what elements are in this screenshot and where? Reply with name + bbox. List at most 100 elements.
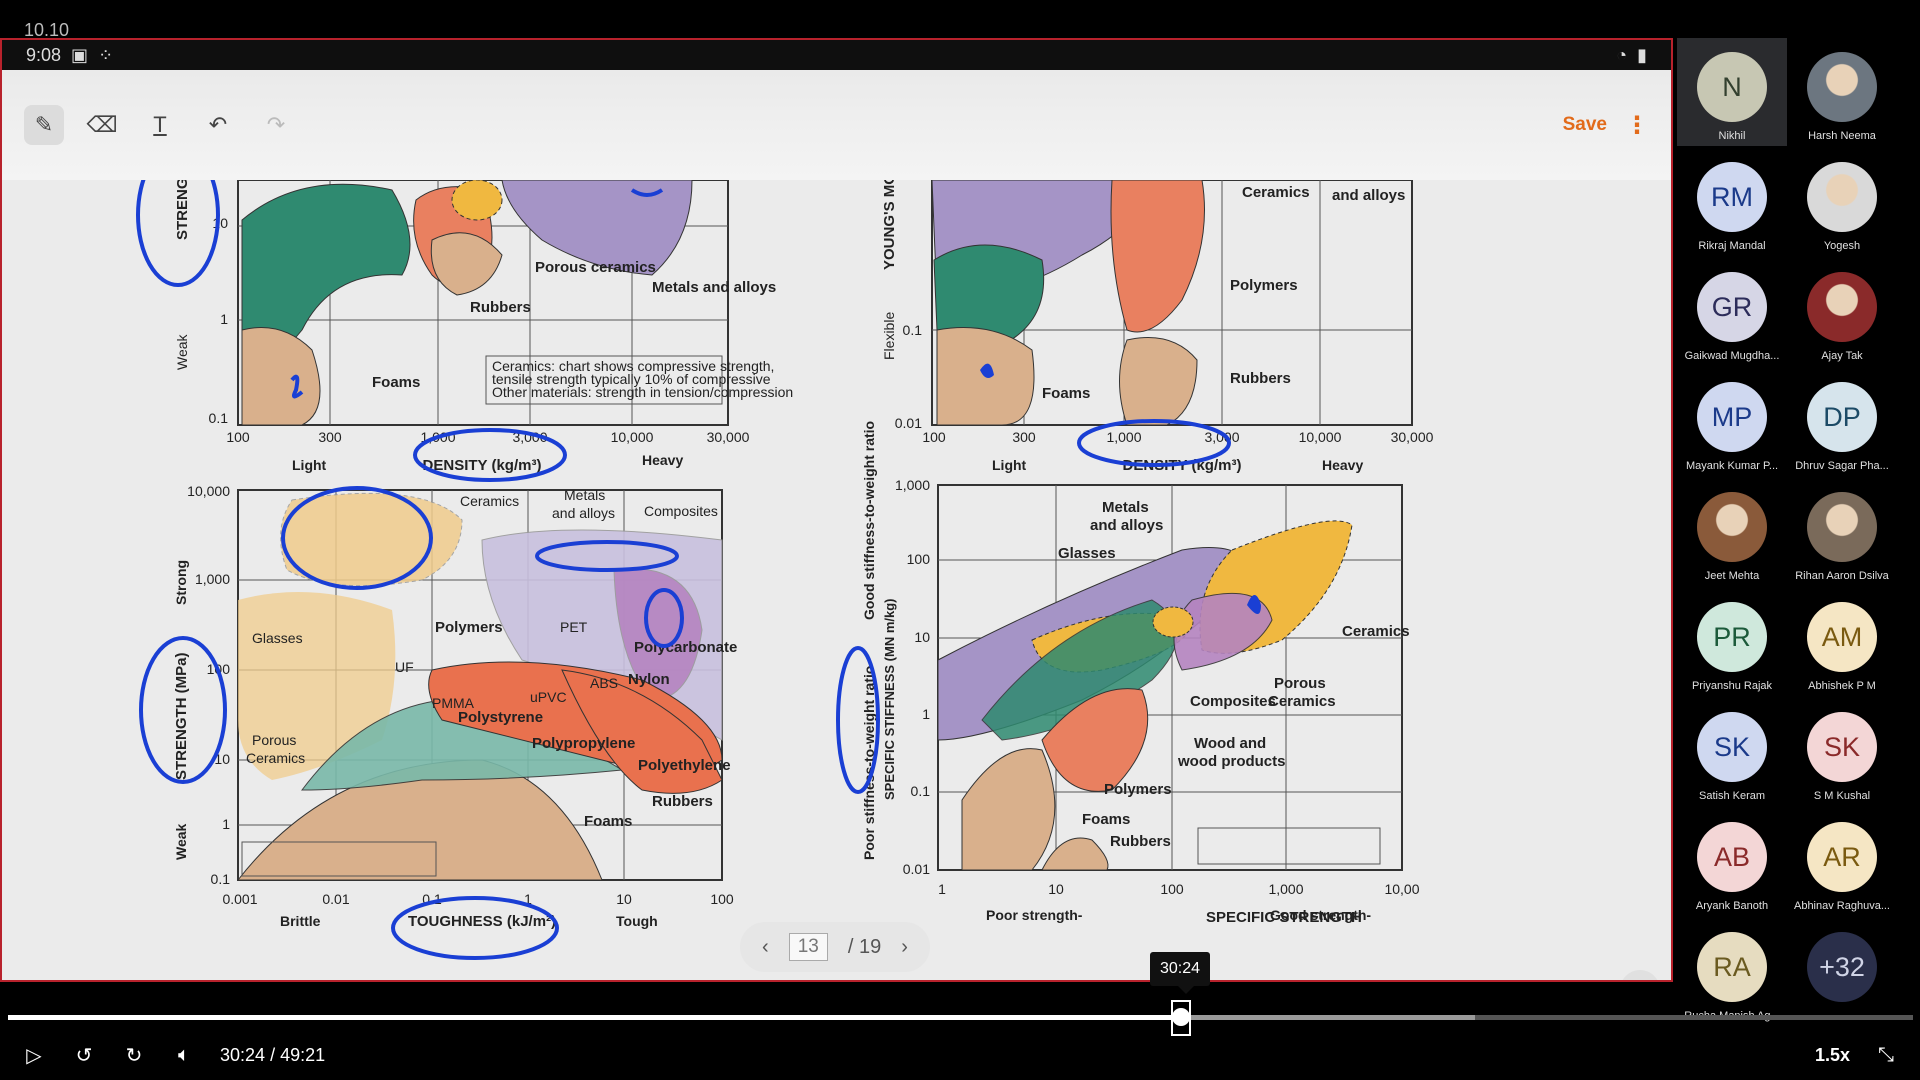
avatar: RM	[1697, 162, 1767, 232]
bl-porous: Porous	[252, 732, 296, 748]
eraser-icon[interactable]: ⌫	[86, 112, 118, 137]
bl-weak: Weak	[173, 823, 189, 860]
next-page-icon[interactable]: ›	[901, 935, 908, 958]
annotation-toolbar: ✎ ⌫ T ↶ ↷ Save ⋮	[2, 70, 1671, 180]
avatar: MP	[1697, 382, 1767, 452]
tr-mat-foams: Foams	[1042, 385, 1090, 402]
participant-tile[interactable]: GR Gaikwad Mugdha...	[1677, 258, 1787, 366]
bl-xtick-5: 100	[710, 891, 734, 907]
participant-tile[interactable]: RM Rikraj Mandal	[1677, 148, 1787, 256]
bl-polymers: Polymers	[435, 619, 503, 636]
participant-tile[interactable]: Ajay Tak	[1787, 258, 1897, 366]
tl-ytick-0: 10	[212, 215, 228, 231]
tl-weak: Weak	[174, 333, 190, 370]
bl-porous-ceramics: Ceramics	[246, 750, 305, 766]
exit-fullscreen-icon[interactable]: ⤡	[1878, 1043, 1894, 1066]
br-ceramics: Ceramics	[1342, 623, 1410, 640]
br-ytick-0: 1,000	[895, 477, 930, 493]
br-metals: Metals	[1102, 499, 1149, 516]
chart-top-right: Ceramics and alloys Polymers Rubbers Foa…	[630, 173, 1434, 474]
bl-composites: Composites	[644, 503, 718, 519]
edit-document-icon[interactable]: ✎	[1620, 970, 1660, 980]
undo-icon[interactable]: ↶	[208, 112, 228, 137]
tr-xtick-0: 100	[922, 429, 946, 445]
tr-ytick-0: 0.1	[903, 322, 923, 338]
redo-icon[interactable]: ↷	[266, 112, 286, 137]
prev-page-icon[interactable]: ‹	[762, 935, 769, 958]
bl-ylabel: STRENGTH (MPa)	[173, 652, 190, 780]
page-number-input[interactable]: 13	[788, 933, 828, 961]
tr-xtick-1: 300	[1012, 429, 1036, 445]
participant-name: Gaikwad Mugdha...	[1684, 350, 1780, 362]
participant-tile[interactable]: PR Priyanshu Rajak	[1677, 588, 1787, 696]
tl-xlabel: DENSITY (kg/m³)	[423, 457, 542, 474]
bl-ytick-5: 0.1	[211, 871, 231, 887]
bl-upvc: uPVC	[530, 689, 567, 705]
bl-pet: PET	[560, 619, 588, 635]
avatar: +32	[1807, 932, 1877, 1002]
participant-name: Nikhil	[1718, 130, 1746, 142]
play-icon[interactable]: ▷	[26, 1044, 42, 1067]
participant-tile[interactable]: +32	[1787, 918, 1897, 1026]
tr-xtick-4: 10,000	[1299, 429, 1342, 445]
participant-tile[interactable]: N Nikhil	[1677, 38, 1787, 146]
mat-foams: Foams	[372, 374, 420, 391]
participant-tile[interactable]: SK Satish Keram	[1677, 698, 1787, 806]
avatar: GR	[1697, 272, 1767, 342]
participant-tile[interactable]: AM Abhishek P M	[1787, 588, 1897, 696]
tr-xtick-5: 30,000	[1391, 429, 1434, 445]
participant-tile[interactable]: SK S M Kushal	[1787, 698, 1897, 806]
br-ylabel: SPECIFIC STIFFNESS (MN m/kg)	[882, 598, 897, 800]
player-controls: ▷ ↺ ↻ 🔈︎ 30:24 / 49:21 1.5x ⤡	[0, 1030, 1920, 1080]
participant-tile[interactable]: AB Aryank Banoth	[1677, 808, 1787, 916]
mat-metals-alloys: Metals and alloys	[652, 279, 776, 296]
duration: 49:21	[280, 1044, 326, 1065]
tr-mat-ceramics: Ceramics	[1242, 184, 1310, 201]
participant-tile[interactable]: RARucha Manish Ag...	[1677, 918, 1787, 1026]
participant-name: Jeet Mehta	[1704, 570, 1760, 582]
bl-abs: ABS	[590, 675, 618, 691]
tr-ylabel: YOUNG'S MO	[881, 180, 898, 270]
avatar	[1807, 162, 1877, 232]
bl-ytick-3: 10	[214, 751, 230, 767]
chart-bottom-left: Ceramics Metals and alloys Composites Gl…	[139, 483, 737, 960]
mute-icon[interactable]: 🔈︎	[178, 1043, 190, 1066]
avatar	[1807, 272, 1877, 342]
br-xtick-3: 1,000	[1268, 881, 1303, 897]
text-icon[interactable]: T	[153, 112, 167, 137]
br-good-strength: Good strength-	[1270, 907, 1371, 923]
tl-ylabel: STRENG	[174, 180, 191, 240]
more-options-icon[interactable]: ⋮	[1625, 111, 1649, 139]
br-rubbers: Rubbers	[1110, 833, 1171, 850]
pen-icon[interactable]: ✎	[24, 105, 64, 145]
avatar: DP	[1807, 382, 1877, 452]
participant-name: Dhruv Sagar Pha...	[1795, 460, 1889, 472]
participant-tile[interactable]: Rihan Aaron Dsilva	[1787, 478, 1897, 586]
br-xtick-4: 10,00	[1384, 881, 1419, 897]
participant-name: Satish Keram	[1698, 790, 1766, 802]
tr-mat-polymers: Polymers	[1230, 277, 1298, 294]
bl-glasses: Glasses	[252, 630, 303, 646]
participant-name: Priyanshu Rajak	[1691, 680, 1773, 692]
avatar	[1807, 52, 1877, 122]
participant-name: Aryank Banoth	[1695, 900, 1769, 912]
scrub-handle[interactable]	[1172, 1008, 1190, 1026]
participant-tile[interactable]: Jeet Mehta	[1677, 478, 1787, 586]
progress-bar[interactable]	[8, 1015, 1913, 1020]
shared-screen: 9:08 ▣ ⁘ ◔ ▮ ✎ ⌫ T ↶ ↷ Save ⋮	[0, 38, 1673, 982]
bl-ceramics: Ceramics	[460, 493, 519, 509]
save-button[interactable]: Save	[1562, 114, 1607, 135]
participant-tile[interactable]: Yogesh	[1787, 148, 1897, 256]
participant-tile[interactable]: AR Abhinav Raghuva...	[1787, 808, 1897, 916]
tl-ytick-2: 0.1	[209, 410, 229, 426]
participant-tile[interactable]: Harsh Neema	[1787, 38, 1897, 146]
bl-foams: Foams	[584, 813, 632, 830]
participant-tile[interactable]: DP Dhruv Sagar Pha...	[1787, 368, 1897, 476]
br-ytick-5: 0.01	[903, 861, 930, 877]
rewind-10-icon[interactable]: ↺	[75, 1044, 93, 1067]
forward-10-icon[interactable]: ↻	[125, 1044, 143, 1067]
current-time: 30:24	[220, 1044, 266, 1065]
participant-tile[interactable]: MP Mayank Kumar P...	[1677, 368, 1787, 476]
playback-speed-button[interactable]: 1.5x	[1814, 1044, 1850, 1065]
bl-xlabel: TOUGHNESS (kJ/m²)	[408, 913, 556, 930]
